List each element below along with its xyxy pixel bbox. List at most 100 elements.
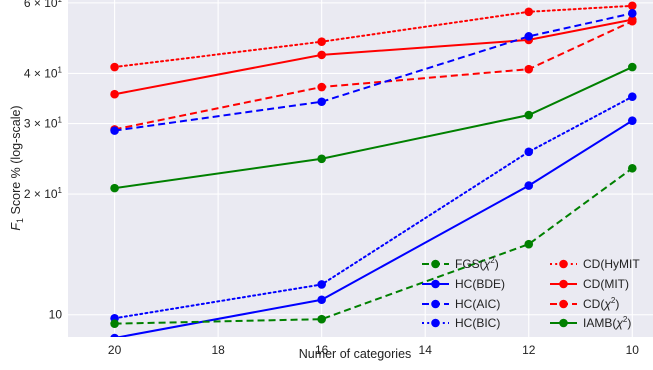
legend-label: CD(HyMIT: [583, 257, 640, 271]
y-tick-base: 3 × 10: [24, 117, 58, 131]
data-point: [110, 62, 119, 72]
legend-label: HC(AIC): [455, 297, 500, 311]
y-tick-base: 4 × 10: [24, 66, 58, 80]
data-point: [317, 82, 326, 92]
legend-label: CD(χ2): [583, 296, 619, 311]
legend-label-superscript: 2: [623, 315, 628, 324]
legend-label-main: IAMB(: [583, 316, 616, 330]
y-tick-exponent: 1: [58, 65, 63, 74]
legend-item-hc-bic: HC(BIC): [422, 316, 500, 330]
y-axis-label-prefix: F: [9, 222, 23, 231]
legend-label-main: CD(HyMIT: [583, 257, 640, 271]
data-point: [317, 50, 326, 60]
series-line: [114, 12, 633, 132]
data-point: [627, 163, 637, 173]
legend-label-main: FGS(: [455, 257, 484, 271]
legend-item-fgs-2: FGS(χ2): [422, 256, 499, 271]
legend: FGS(χ2)HC(BDE)HC(AIC)HC(BIC)CD(HyMITCD(M…: [422, 256, 640, 330]
legend-item-cd-hymit: CD(HyMIT: [550, 257, 640, 271]
legend-label-symbol: χ: [483, 257, 491, 271]
x-tick-label: 10: [626, 343, 640, 357]
series-line: [114, 18, 633, 96]
legend-label-symbol: χ: [603, 297, 611, 311]
legend-label-superscript: 2: [611, 296, 616, 305]
series-hc-bde: [110, 116, 637, 337]
legend-label: FGS(χ2): [455, 256, 499, 271]
legend-label-superscript: 2: [490, 256, 495, 265]
legend-marker: [431, 279, 440, 289]
legend-label-main: HC(AIC): [455, 297, 500, 311]
x-tick-labels: 20 18 16 14 12 10: [108, 343, 639, 357]
data-point: [627, 9, 637, 18]
series-line: [113, 4, 634, 69]
data-point: [524, 7, 534, 17]
legend-label-end: ): [495, 257, 499, 271]
data-point: [317, 97, 326, 107]
data-point: [627, 62, 637, 72]
y-axis-label-rest: Score % (log-scale): [9, 105, 23, 218]
series-line: [114, 20, 633, 131]
x-tick-label: 12: [522, 343, 536, 357]
y-axis-label-sub: 1: [15, 218, 25, 223]
series-fgs-2: [110, 163, 637, 328]
data-point: [524, 110, 534, 120]
legend-marker: [559, 259, 568, 269]
x-tick-label: 20: [108, 343, 122, 357]
legend-item-hc-bde: HC(BDE): [422, 277, 505, 291]
series-line: [114, 66, 633, 190]
x-tick-label: 16: [315, 343, 329, 357]
series-hc-aic: [110, 9, 637, 135]
y-tick-label: 10: [49, 308, 63, 322]
legend-label-end: ): [627, 316, 631, 330]
data-point: [524, 147, 534, 157]
series-hc-bic: [110, 92, 637, 323]
y-tick-base: 6 × 10: [24, 0, 58, 10]
data-point: [317, 154, 326, 164]
legend-label-main: CD(MIT): [583, 277, 629, 291]
legend-label-symbol: χ: [615, 316, 623, 330]
data-point: [627, 116, 637, 125]
series-cd-hymit: [110, 1, 637, 72]
legend-item-cd-2: CD(χ2): [550, 296, 619, 311]
legend-item-cd-mit: CD(MIT): [550, 277, 629, 291]
data-point: [524, 64, 534, 74]
data-point: [627, 16, 637, 26]
data-point: [110, 126, 119, 135]
legend-marker: [559, 279, 568, 289]
legend-label: IAMB(χ2): [583, 315, 631, 330]
x-tick-label: 14: [419, 343, 433, 357]
data-point: [317, 314, 326, 324]
data-point: [627, 1, 637, 11]
legend-marker: [431, 318, 440, 328]
series-iamb-2: [110, 62, 637, 193]
data-point: [110, 183, 119, 193]
legend-label-end: ): [615, 297, 619, 311]
legend-label-main: HC(BDE): [455, 277, 505, 291]
legend-label: HC(BIC): [455, 316, 500, 330]
data-point: [627, 92, 637, 101]
data-point: [317, 280, 326, 289]
x-axis-label: Numer of categories: [299, 347, 412, 361]
data-point: [524, 239, 534, 249]
legend-item-iamb-2: IAMB(χ2): [550, 315, 631, 330]
data-point: [110, 89, 119, 99]
legend-label-main: HC(BIC): [455, 316, 500, 330]
data-point: [110, 333, 119, 337]
legend-marker: [431, 299, 440, 309]
y-tick-base: 2 × 10: [24, 187, 58, 201]
y-axis-label: F1 Score % (log-scale): [9, 105, 25, 230]
legend-marker: [431, 259, 440, 269]
legend-marker: [559, 299, 568, 309]
data-point: [524, 32, 534, 41]
series-line: [114, 119, 633, 337]
y-tick-label: 3 × 101: [24, 116, 63, 131]
y-tick-exponent: 1: [58, 116, 63, 125]
legend-label-main: CD(: [583, 297, 604, 311]
series-layer: [110, 1, 637, 337]
data-point: [317, 37, 326, 47]
y-tick-exponent: 1: [58, 0, 63, 4]
y-tick-label: 4 × 101: [24, 65, 63, 80]
series-line: [114, 167, 633, 325]
